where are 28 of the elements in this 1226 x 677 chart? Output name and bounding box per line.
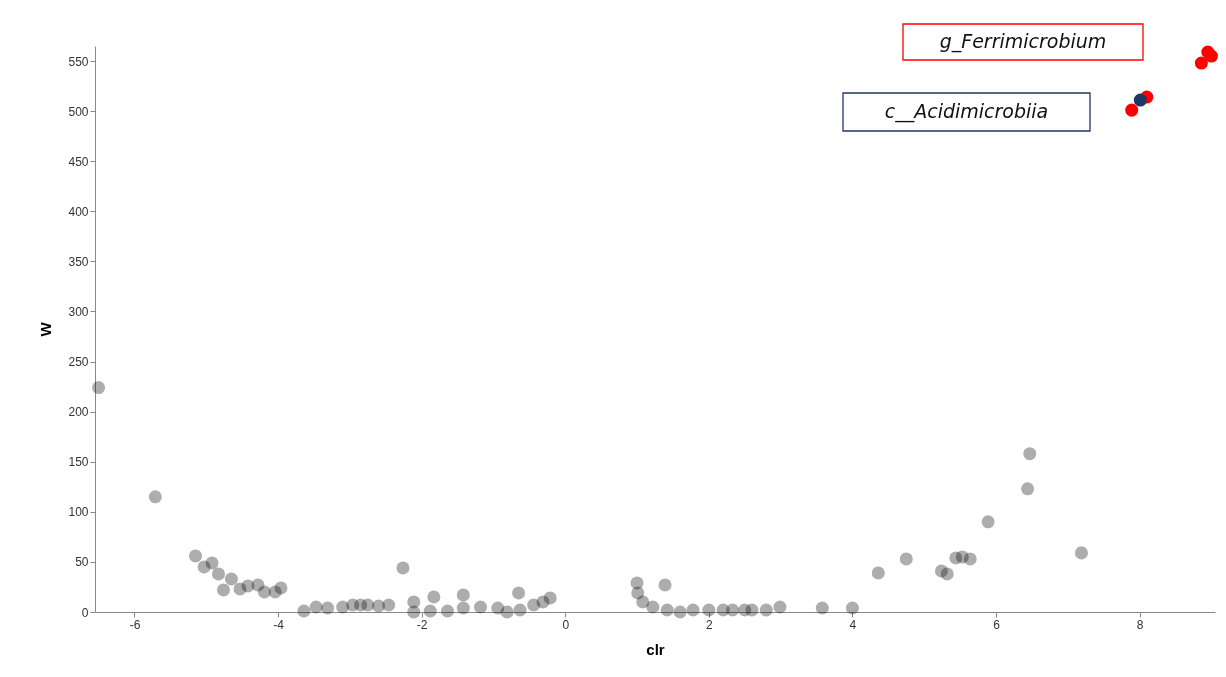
y-tick-label: 300: [68, 304, 89, 319]
point: [1125, 103, 1139, 117]
point: [1194, 56, 1208, 70]
y-tick-label: 450: [68, 154, 89, 169]
y-tick-label: 400: [68, 204, 89, 219]
x-tick-label: -6: [129, 617, 141, 632]
y-tick-label: 0: [81, 605, 89, 620]
x-tick-label: 6: [993, 617, 1001, 632]
x-tick-label: 4: [849, 617, 857, 632]
x-tick-label: 8: [1136, 617, 1144, 632]
y-tick-label: 50: [75, 555, 89, 570]
annotation: c__Acidimicrobiia: [884, 100, 1049, 123]
annotation: g_Ferrimicrobium: [939, 30, 1107, 53]
y-tick-label: 250: [68, 355, 89, 370]
y-tick-label: 550: [68, 54, 89, 69]
point: [1204, 49, 1218, 63]
x-axis-title: clr: [646, 640, 665, 658]
x-tick-label: 2: [706, 617, 713, 632]
y-tick-label: 150: [68, 455, 89, 470]
y-axis-title: W: [37, 321, 55, 337]
x-tick-label: -4: [273, 617, 285, 632]
y-tick-label: 200: [68, 405, 89, 420]
y-tick-label: 100: [68, 505, 89, 520]
y-tick-label: 350: [68, 254, 89, 269]
y-tick-label: 500: [68, 104, 89, 119]
x-tick-label: -2: [416, 617, 428, 632]
x-tick-label: 0: [562, 617, 570, 632]
point: [1133, 93, 1147, 107]
